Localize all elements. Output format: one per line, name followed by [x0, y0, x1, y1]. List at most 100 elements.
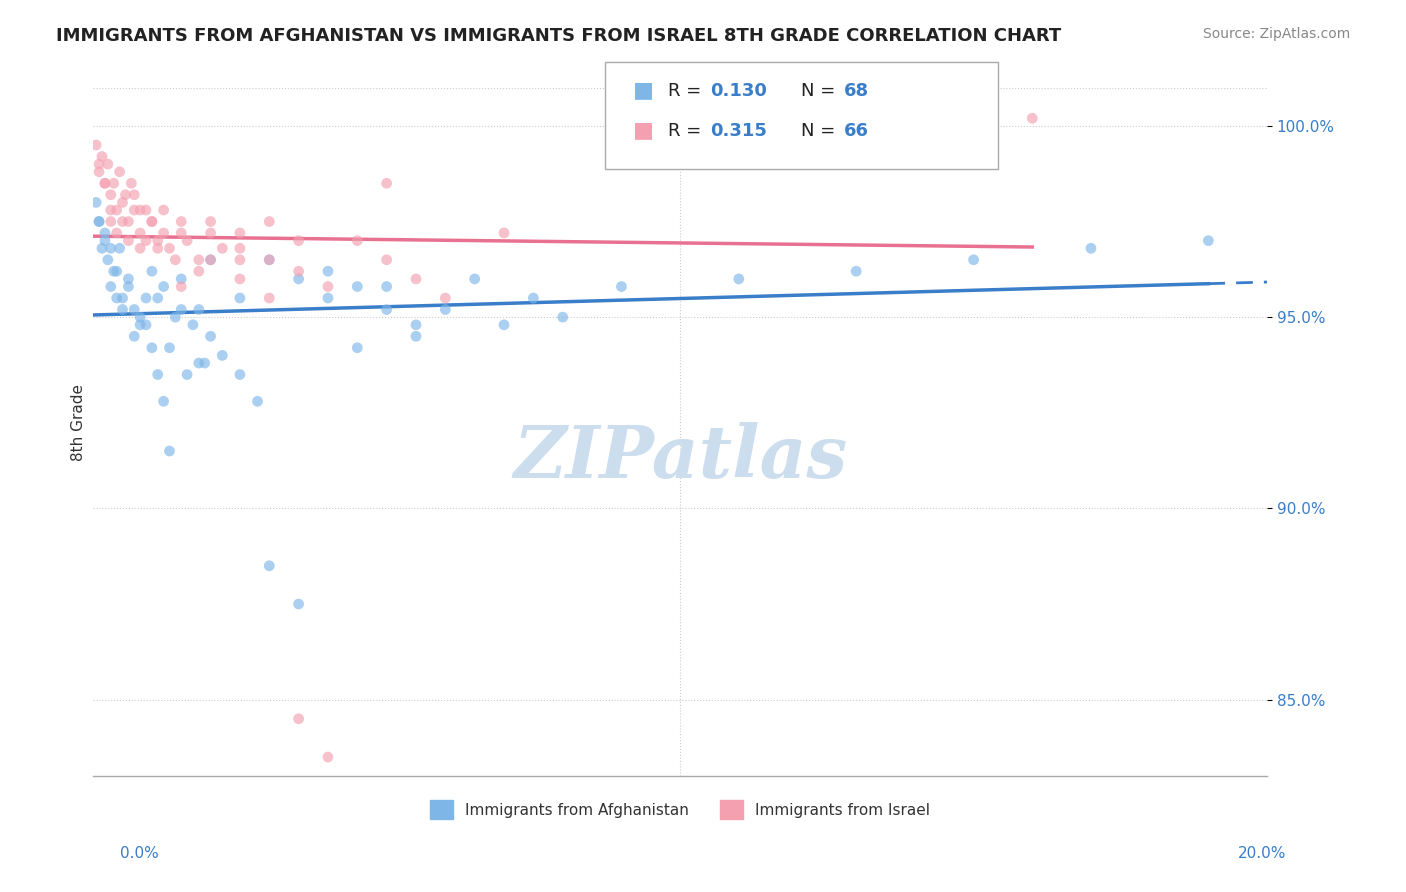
Point [346, 341, 368, 355]
Text: 0.130: 0.130 [710, 82, 766, 100]
Point [91, 149, 114, 163]
Point [141, 264, 163, 278]
Point [1080, 241, 1102, 255]
Point [146, 234, 169, 248]
Text: 20.0%: 20.0% [1239, 846, 1286, 861]
Text: IMMIGRANTS FROM AFGHANISTAN VS IMMIGRANTS FROM ISRAEL 8TH GRADE CORRELATION CHAR: IMMIGRANTS FROM AFGHANISTAN VS IMMIGRANT… [56, 27, 1062, 45]
Point [141, 341, 163, 355]
Point [375, 176, 398, 190]
Point [146, 291, 169, 305]
Point [259, 291, 281, 305]
Point [87, 157, 110, 171]
Point [287, 264, 309, 278]
Point [1021, 112, 1043, 126]
Point [229, 252, 252, 267]
Point [111, 214, 134, 228]
Point [122, 187, 145, 202]
Text: 68: 68 [844, 82, 869, 100]
Point [316, 291, 339, 305]
Point [87, 214, 110, 228]
Point [786, 127, 808, 141]
Point [229, 241, 252, 255]
Point [259, 558, 281, 573]
Point [111, 291, 134, 305]
Point [375, 279, 398, 293]
Point [551, 310, 574, 325]
Point [200, 252, 222, 267]
Text: ■: ■ [633, 80, 654, 100]
Point [845, 264, 868, 278]
Point [117, 272, 139, 286]
Point [211, 241, 233, 255]
Point [146, 241, 169, 255]
Point [492, 226, 515, 240]
Point [141, 214, 163, 228]
Point [187, 302, 209, 317]
Legend: Immigrants from Afghanistan, Immigrants from Israel: Immigrants from Afghanistan, Immigrants … [425, 794, 936, 825]
Point [84, 138, 107, 153]
Point [170, 272, 193, 286]
Point [100, 214, 122, 228]
Point [165, 252, 187, 267]
Point [375, 252, 398, 267]
Point [287, 272, 309, 286]
Point [287, 234, 309, 248]
Point [187, 356, 209, 370]
Point [141, 214, 163, 228]
Point [522, 291, 544, 305]
Point [200, 214, 222, 228]
Point [159, 444, 181, 458]
Point [259, 252, 281, 267]
Point [152, 394, 174, 409]
Point [111, 195, 134, 210]
Point [135, 318, 157, 332]
Point [100, 279, 122, 293]
Point [211, 348, 233, 362]
Point [316, 750, 339, 764]
Point [259, 252, 281, 267]
Point [105, 264, 128, 278]
Point [200, 252, 222, 267]
Point [375, 302, 398, 317]
Point [405, 318, 427, 332]
Text: ■: ■ [633, 120, 654, 140]
Point [105, 226, 128, 240]
Point [105, 202, 128, 217]
Text: N =: N = [801, 122, 841, 140]
Point [146, 368, 169, 382]
Point [187, 264, 209, 278]
Point [246, 394, 269, 409]
Text: 66: 66 [844, 122, 869, 140]
Text: ZIPatlas: ZIPatlas [513, 422, 848, 493]
Point [176, 234, 198, 248]
Point [152, 226, 174, 240]
Point [610, 100, 633, 114]
Point [229, 291, 252, 305]
Point [114, 187, 136, 202]
Point [434, 302, 457, 317]
Point [962, 252, 984, 267]
Text: 0.315: 0.315 [710, 122, 766, 140]
Point [170, 302, 193, 317]
Point [229, 226, 252, 240]
Point [97, 252, 120, 267]
Point [117, 234, 139, 248]
Point [135, 291, 157, 305]
Point [159, 341, 181, 355]
Point [94, 226, 117, 240]
Point [200, 329, 222, 343]
Point [405, 272, 427, 286]
Point [176, 368, 198, 382]
Point [108, 165, 131, 179]
Point [610, 279, 633, 293]
Y-axis label: 8th Grade: 8th Grade [72, 384, 86, 461]
Point [159, 241, 181, 255]
Point [170, 279, 193, 293]
Point [122, 329, 145, 343]
Point [117, 214, 139, 228]
Point [152, 202, 174, 217]
Point [165, 310, 187, 325]
Point [316, 279, 339, 293]
Point [100, 241, 122, 255]
Point [187, 252, 209, 267]
